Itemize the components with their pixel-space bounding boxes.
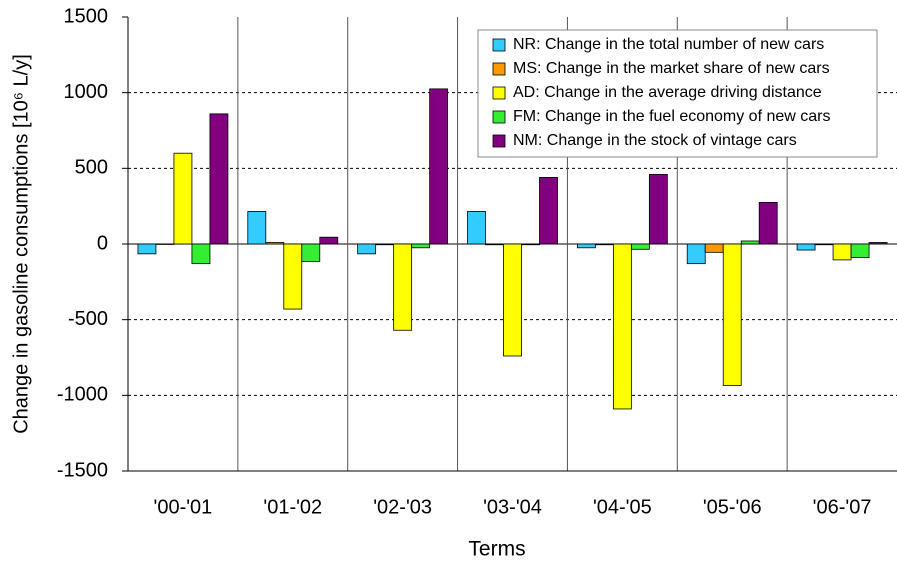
bar: [704, 243, 724, 253]
bar: [467, 211, 486, 245]
y-axis-label: Change in gasoline consumptions [10⁶ L/y…: [10, 54, 32, 434]
x-tick-label: '02-'03: [373, 496, 432, 518]
bar: [301, 243, 321, 262]
bar: [429, 88, 449, 245]
bar: [485, 243, 504, 246]
bar: [740, 240, 760, 245]
y-tick-label: 0: [97, 232, 108, 254]
bar: [539, 177, 558, 245]
bar: [648, 173, 668, 245]
bar: [283, 243, 303, 310]
legend-label: AD: Change in the average driving distan…: [513, 84, 822, 101]
legend-swatch: [492, 86, 506, 100]
bar: [191, 243, 211, 265]
bar: [868, 242, 888, 245]
legend-swatch: [492, 110, 506, 124]
bar: [247, 211, 267, 245]
y-tick-label: -500: [68, 308, 108, 330]
bar: [521, 243, 540, 246]
bar: [137, 243, 157, 255]
y-tick-label: -1000: [57, 384, 108, 406]
bar: [357, 243, 377, 255]
bar: [630, 243, 650, 250]
bar: [393, 243, 413, 331]
bar: [814, 243, 834, 246]
legend-swatch: [492, 38, 506, 52]
bar: [758, 201, 778, 245]
bar: [832, 243, 852, 261]
bar: [319, 236, 339, 245]
bar: [375, 243, 395, 246]
y-tick-label: 1000: [64, 81, 109, 103]
x-tick-label: '06-'07: [813, 496, 872, 518]
bar: [594, 243, 614, 246]
legend-box: [477, 29, 878, 158]
bar: [850, 243, 870, 259]
legend-label: FM: Change in the fuel economy of new ca…: [513, 108, 831, 125]
bar: [173, 152, 193, 245]
bar: [265, 242, 285, 245]
legend-swatch: [492, 62, 506, 76]
bar: [686, 243, 706, 265]
legend-label: NM: Change in the stock of vintage cars: [513, 132, 797, 149]
bar: [411, 243, 431, 249]
legend-label: NR: Change in the total number of new ca…: [513, 36, 824, 53]
x-tick-label: '03-'04: [483, 496, 542, 518]
y-tick-label: 1500: [64, 5, 109, 27]
x-tick-label: '00-'01: [154, 496, 213, 518]
bar: [576, 243, 596, 249]
legend-label: MS: Change in the market share of new ca…: [513, 60, 830, 77]
bar: [612, 243, 632, 410]
y-tick-label: -1500: [57, 459, 108, 481]
x-tick-label: '05-'06: [703, 496, 762, 518]
legend-swatch: [492, 134, 506, 148]
bar: [503, 243, 522, 357]
bar: [796, 243, 816, 251]
x-tick-label: '01-'02: [263, 496, 322, 518]
x-axis-label: Terms: [468, 538, 525, 561]
bar: [209, 113, 229, 245]
bar: [722, 243, 742, 386]
y-tick-label: 500: [75, 157, 108, 179]
x-tick-label: '04-'05: [593, 496, 652, 518]
